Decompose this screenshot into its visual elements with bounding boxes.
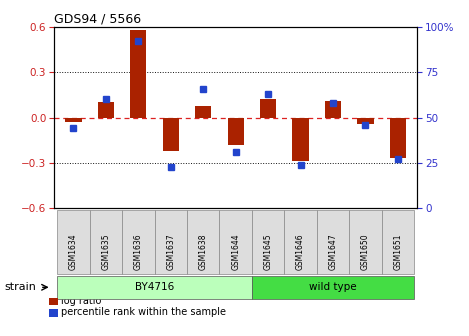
Text: GDS94 / 5566: GDS94 / 5566 [54,13,141,26]
Text: GSM1637: GSM1637 [166,234,175,270]
Bar [130,30,146,118]
Text: GSM1635: GSM1635 [101,234,110,270]
Bar [260,99,276,118]
Bar [390,118,406,159]
Bar [98,102,114,118]
Bar [357,118,374,124]
Bar [195,106,212,118]
Bar [227,118,244,145]
Bar [325,101,341,118]
Bar [293,118,309,161]
Text: BY4716: BY4716 [135,282,174,292]
Text: GSM1646: GSM1646 [296,234,305,270]
Text: GSM1645: GSM1645 [264,234,272,270]
Text: GSM1644: GSM1644 [231,234,240,270]
Text: GSM1638: GSM1638 [199,234,208,270]
Text: GSM1636: GSM1636 [134,234,143,270]
Text: log ratio: log ratio [61,296,101,306]
Bar [163,118,179,151]
Text: percentile rank within the sample: percentile rank within the sample [61,307,226,318]
Text: GSM1647: GSM1647 [328,234,338,270]
Text: GSM1650: GSM1650 [361,234,370,270]
Text: GSM1634: GSM1634 [69,234,78,270]
Text: strain: strain [5,282,37,292]
Text: GSM1651: GSM1651 [393,234,402,270]
Bar [65,118,82,122]
Text: wild type: wild type [309,282,357,292]
